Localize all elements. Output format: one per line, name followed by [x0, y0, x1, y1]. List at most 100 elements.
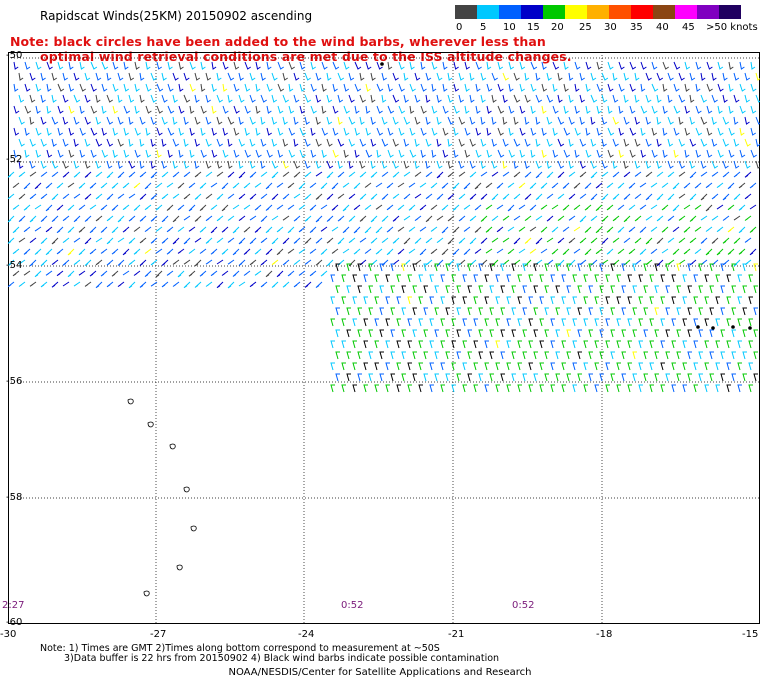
wind-barb — [266, 105, 272, 114]
wind-barb — [722, 116, 730, 125]
wind-barb — [502, 94, 508, 103]
wind-barb — [601, 259, 609, 265]
wind-barb — [276, 248, 284, 256]
wind-barb — [260, 94, 267, 103]
wind-barb — [491, 215, 499, 222]
wind-barb — [293, 215, 301, 222]
wind-barb — [122, 270, 130, 276]
wind-barb — [205, 138, 212, 147]
wind-barb — [375, 248, 383, 255]
wind-barb — [486, 127, 492, 136]
wind-barb — [95, 281, 103, 289]
wind-barb — [370, 215, 378, 223]
wind-barb — [621, 285, 626, 294]
wind-barb — [24, 61, 31, 70]
wind-barb — [348, 171, 356, 178]
wind-barb — [590, 72, 597, 81]
wind-barb — [359, 160, 366, 169]
wind-barb — [731, 263, 736, 272]
wind-barb — [95, 171, 103, 178]
wind-barb — [605, 318, 610, 327]
wind-barb — [227, 281, 235, 289]
wind-barb — [464, 105, 470, 114]
wind-barb — [601, 193, 609, 201]
wind-barb — [467, 307, 472, 316]
wind-barb — [535, 116, 541, 125]
wind-barb — [352, 296, 357, 305]
wind-barb — [704, 384, 709, 393]
wind-barb — [530, 149, 536, 158]
wind-barb — [700, 215, 708, 221]
wind-barb — [579, 215, 587, 223]
wind-barb — [387, 83, 393, 92]
wind-barb — [739, 127, 745, 136]
wind-barb — [739, 105, 746, 114]
wind-barb — [425, 193, 433, 200]
wind-barb — [733, 72, 740, 81]
wind-barb — [684, 83, 690, 92]
wind-barb — [418, 384, 423, 393]
wind-barb — [150, 160, 156, 169]
wind-barb — [337, 237, 345, 245]
wind-barb — [574, 105, 580, 114]
wind-barb — [749, 226, 757, 233]
wind-barb — [178, 127, 184, 136]
wind-barb — [364, 248, 372, 254]
legend-swatch — [565, 5, 587, 19]
wind-barb — [511, 285, 516, 294]
wind-barb — [89, 226, 97, 234]
wind-barb — [419, 204, 427, 211]
wind-barb — [408, 248, 416, 254]
wind-barb — [639, 248, 647, 255]
wind-barb — [612, 94, 619, 103]
wind-barb — [18, 259, 26, 265]
wind-barb — [315, 116, 321, 125]
wind-barb — [497, 149, 505, 158]
wind-barb — [354, 127, 360, 136]
wind-barb — [199, 182, 207, 189]
wind-barb — [750, 105, 757, 114]
wind-barb — [365, 83, 371, 92]
wind-barb — [464, 61, 470, 70]
wind-barb — [661, 204, 669, 211]
wind-barb — [462, 384, 467, 393]
wind-barb — [133, 248, 141, 255]
legend-label: 10 — [503, 22, 516, 33]
wind-barb — [67, 182, 75, 188]
wind-barb — [539, 384, 544, 393]
wind-barb — [194, 237, 202, 243]
wind-barb — [408, 182, 416, 188]
wind-barb — [676, 329, 681, 338]
wind-barb — [550, 296, 555, 305]
wind-barb — [506, 318, 511, 327]
wind-barb — [353, 248, 361, 255]
wind-barb — [29, 237, 37, 244]
wind-barb — [469, 138, 476, 147]
wind-barb — [676, 351, 681, 360]
wind-barb — [497, 83, 504, 92]
wind-barb — [232, 226, 240, 234]
wind-barb — [46, 149, 53, 158]
wind-barb — [128, 237, 136, 244]
wind-barb — [654, 307, 659, 316]
wind-barb — [577, 373, 582, 382]
wind-barb — [205, 259, 213, 265]
wind-barb — [276, 226, 284, 233]
wind-barb — [188, 248, 196, 254]
wind-barb — [495, 384, 500, 393]
wind-barb — [524, 94, 531, 103]
wind-barb — [90, 83, 97, 92]
wind-barb — [288, 83, 294, 92]
legend-label: 40 — [656, 22, 669, 33]
wind-barb — [40, 72, 46, 81]
wind-barb — [183, 171, 191, 178]
wind-barb — [447, 116, 455, 125]
wind-barb — [469, 193, 477, 200]
wind-barb — [445, 373, 450, 382]
wind-barb — [51, 160, 59, 169]
wind-barb — [40, 193, 48, 200]
wind-barb — [45, 226, 53, 233]
wind-barb — [419, 226, 427, 232]
wind-barb — [616, 340, 621, 349]
legend-label: 15 — [527, 22, 540, 33]
